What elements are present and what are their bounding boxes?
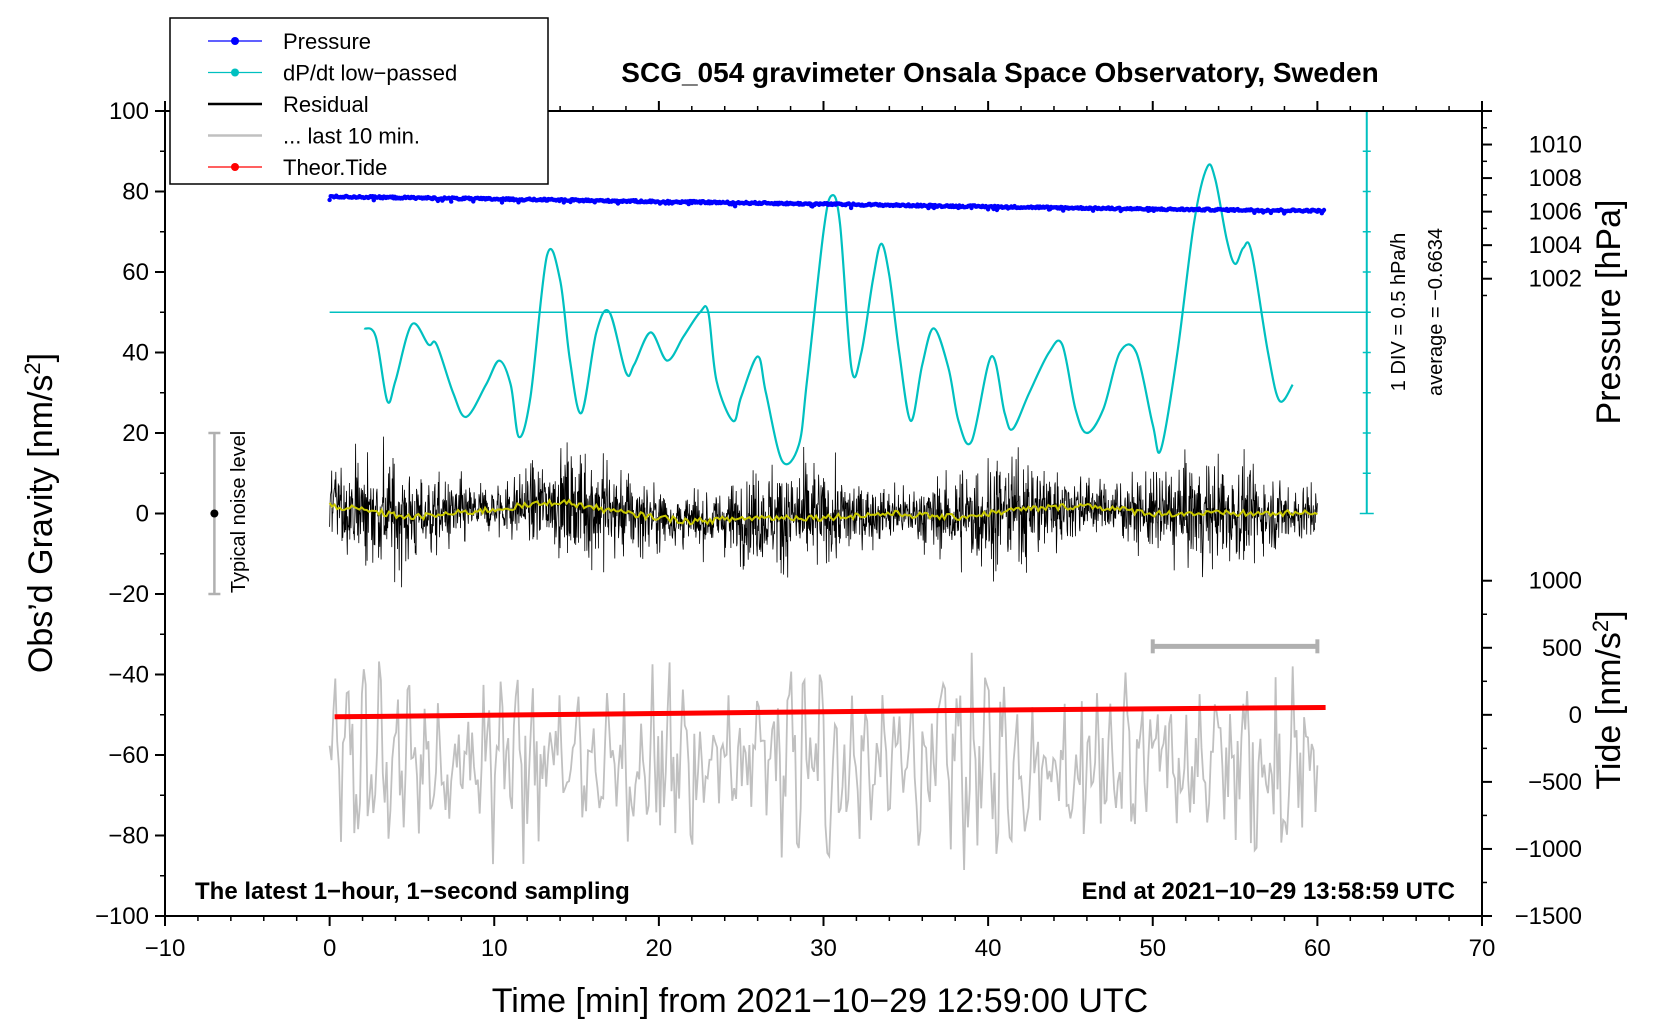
- axes: −10 0 10 20 30 40 50 60 70100806040200−20−40−60−…: [95, 98, 1582, 962]
- last-10-min-line: [328, 652, 1319, 871]
- pressure-tick-label: 1008: [1529, 165, 1582, 192]
- x-tick-label: 40: [975, 935, 1002, 962]
- noise-level-label: Typical noise level: [228, 431, 250, 593]
- pressure-tick-label: 1010: [1529, 132, 1582, 159]
- dpdt-series: [363, 163, 1294, 466]
- x-tick-label: 0: [323, 935, 336, 962]
- y-axis-left-title-end: ]: [22, 353, 60, 362]
- y-tick-label: −100: [95, 903, 149, 930]
- y-axis-tide-title: Tide [nm/s2]: [1588, 610, 1629, 789]
- theor-tide-series: [334, 705, 1326, 720]
- y-axis-tide-title-sup: 2: [1588, 620, 1613, 632]
- y-tick-label: −60: [108, 742, 149, 769]
- dpdt-div-label: 1 DIV = 0.5 hPa/h: [1388, 233, 1410, 391]
- x-tick-label: 30: [810, 935, 837, 962]
- pressure-tick-label: 1002: [1529, 266, 1582, 293]
- legend-label: ... last 10 min.: [283, 124, 420, 149]
- pressure-point: [327, 197, 332, 203]
- x-tick-label: 10: [481, 935, 508, 962]
- pressure-tick-label: 1006: [1529, 199, 1582, 226]
- residual-mean-line: [328, 498, 1318, 526]
- y-axis-left-title-main: Obs’d Gravity [nm/s: [22, 375, 60, 674]
- tide-tick-label: 500: [1542, 635, 1582, 662]
- residual-series: [329, 436, 1318, 588]
- legend: Pressure dP/dt low−passed Residual ... last…: [169, 17, 549, 185]
- x-tick-label: 70: [1469, 935, 1496, 962]
- last-10-min-series: [328, 652, 1319, 871]
- theor-tide-line: [334, 705, 1326, 720]
- legend-entries: Pressure dP/dt low−passed Residual ... last…: [208, 29, 457, 180]
- residual-line: [329, 436, 1318, 588]
- legend-marker: [231, 68, 239, 77]
- y-axis-tide-title-main: Tide [nm/s: [1590, 632, 1628, 789]
- reference-marks: [208, 110, 1374, 654]
- annotation-end-time: End at 2021−10−29 13:58:59 UTC: [1081, 878, 1455, 905]
- legend-box: [169, 17, 549, 185]
- noise-bar-dot: [210, 509, 219, 518]
- x-axis-title: Time [min] from 2021−10−29 12:59:00 UTC: [492, 982, 1148, 1020]
- chart-title: SCG_054 gravimeter Onsala Space Observat…: [621, 57, 1378, 88]
- tide-tick-label: 1000: [1529, 568, 1582, 595]
- pressure-point: [449, 199, 454, 204]
- y-axis-left-title: Obs’d Gravity [nm/s2]: [20, 353, 61, 673]
- tide-tick-label: 0: [1569, 702, 1582, 729]
- legend-marker: [231, 163, 239, 171]
- tide-tick-label: −1500: [1515, 903, 1582, 930]
- legend-label: Residual: [283, 92, 369, 117]
- x-tick-label: 60: [1304, 935, 1331, 962]
- pressure-tick-label: 1004: [1529, 232, 1582, 259]
- pressure-point: [499, 200, 505, 205]
- residual-mean-series: [328, 498, 1318, 526]
- y-tick-label: 40: [122, 340, 149, 367]
- x-tick-label: −10: [145, 935, 186, 962]
- pressure-point: [1321, 207, 1327, 213]
- y-tick-label: −40: [108, 662, 149, 689]
- dpdt-average-label: average = −0.6634: [1425, 228, 1447, 396]
- y-tick-label: 0: [136, 501, 149, 528]
- y-axis-pressure-title: Pressure [hPa]: [1590, 200, 1628, 425]
- y-tick-label: 100: [109, 98, 149, 125]
- annotation-sampling: The latest 1−hour, 1−second sampling: [195, 878, 630, 905]
- y-axis-left-title-sup: 2: [20, 362, 45, 374]
- y-tick-label: −20: [108, 581, 149, 608]
- y-tick-label: 80: [122, 179, 149, 206]
- y-axis-tide-title-end: ]: [1590, 610, 1628, 619]
- dpdt-line: [363, 163, 1294, 466]
- x-tick-label: 50: [1139, 935, 1166, 962]
- pressure-series: [327, 193, 1327, 216]
- y-tick-label: 20: [122, 420, 149, 447]
- tide-tick-label: −1000: [1515, 836, 1582, 863]
- tide-tick-label: −500: [1528, 769, 1582, 796]
- legend-label: Pressure: [283, 29, 371, 54]
- legend-label: dP/dt low−passed: [283, 61, 457, 86]
- y-tick-label: −80: [108, 823, 149, 850]
- y-tick-label: 60: [122, 259, 149, 286]
- legend-label: Theor.Tide: [283, 155, 387, 180]
- legend-marker: [231, 37, 239, 45]
- x-tick-label: 20: [646, 935, 673, 962]
